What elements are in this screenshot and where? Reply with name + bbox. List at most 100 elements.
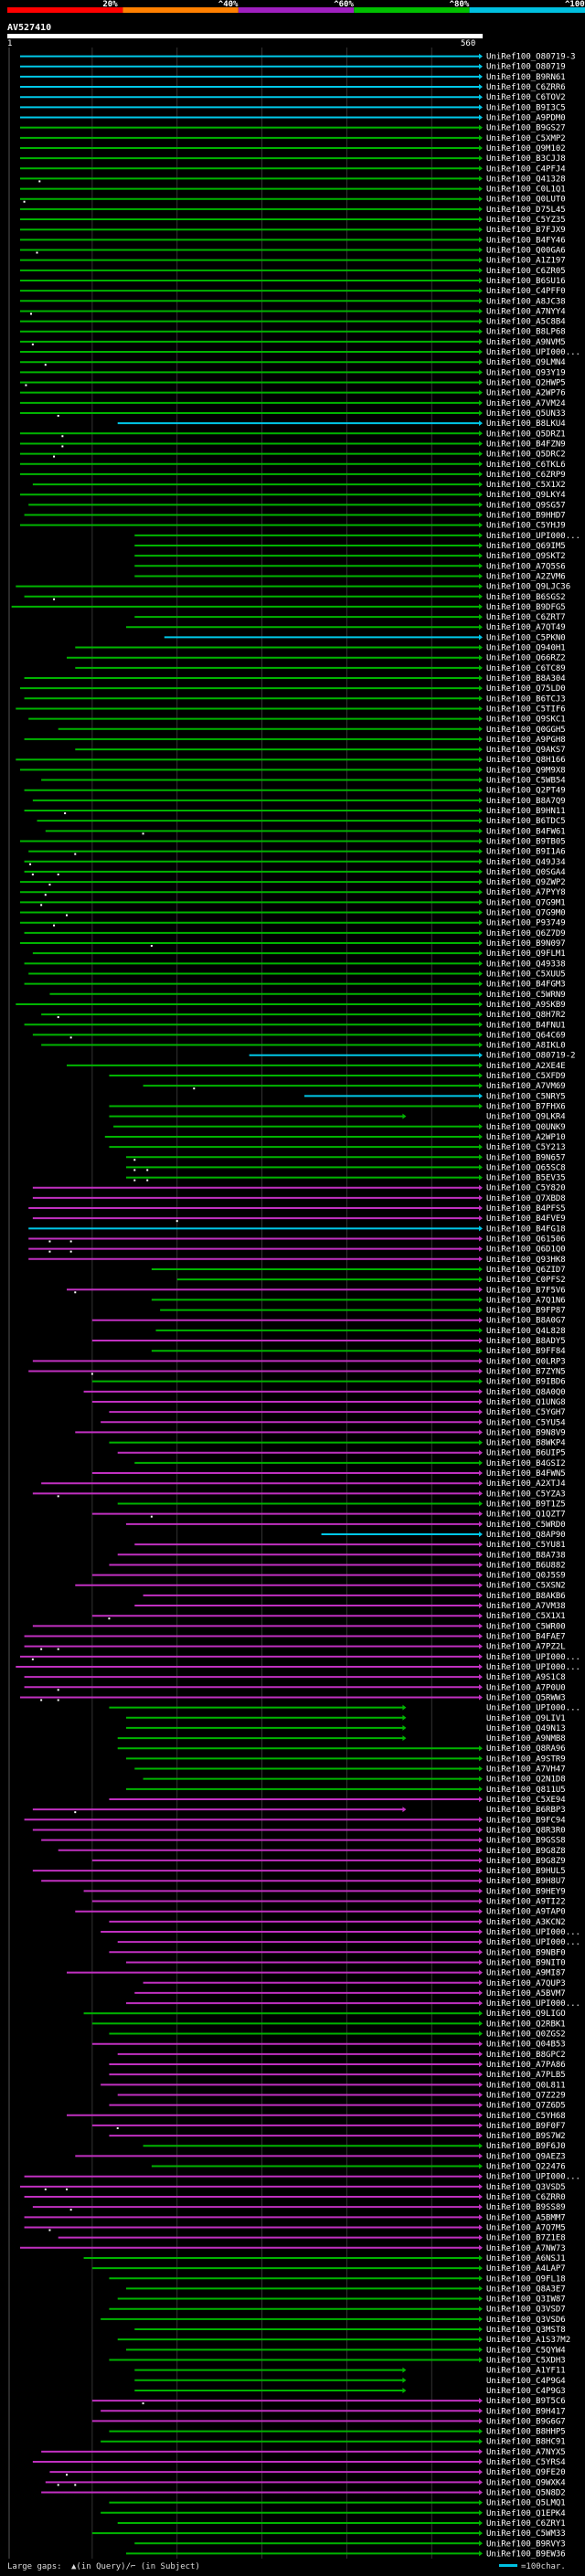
hit-row[interactable]: UniRef100_C5YZ35 <box>19 216 566 225</box>
hit-row[interactable]: UniRef100_B9NBF0 <box>109 1948 566 1957</box>
hit-row[interactable]: UniRef100_A7P0U0 <box>24 1683 566 1692</box>
hit-label[interactable]: UniRef100_Q04B53 <box>486 2041 566 2050</box>
hit-label[interactable]: UniRef100_A2WP10 <box>486 1133 566 1142</box>
hit-label[interactable]: UniRef100_A7VH47 <box>486 1765 566 1775</box>
hit-row[interactable]: UniRef100_B4FGM3 <box>24 981 566 990</box>
hit-row[interactable]: UniRef100_B8A738 <box>117 1551 566 1560</box>
hit-label[interactable]: UniRef100_C4PFF0 <box>486 287 566 296</box>
hit-row[interactable]: UniRef100_Q5UN33 <box>19 409 566 419</box>
hit-label[interactable]: UniRef100_B9SS89 <box>486 2203 566 2212</box>
hit-label[interactable]: UniRef100_B4GSI2 <box>486 1459 566 1468</box>
hit-label[interactable]: UniRef100_Q9SKC1 <box>486 716 566 725</box>
hit-row[interactable]: UniRef100_A7PA86 <box>109 2061 566 2070</box>
hit-row[interactable]: UniRef100_Q49N13 <box>126 1724 566 1733</box>
hit-row[interactable]: UniRef100_Q8A3E7 <box>126 2284 566 2294</box>
hit-row[interactable]: UniRef100_Q7Z6D5 <box>109 2102 566 2111</box>
hit-row[interactable]: UniRef100_C5XFD9 <box>109 1072 566 1081</box>
hit-label[interactable]: UniRef100_A7Q7M5 <box>486 2223 566 2232</box>
hit-label[interactable]: UniRef100_A9SKB9 <box>486 1001 566 1010</box>
hit-label[interactable]: UniRef100_Q69IM5 <box>486 542 566 551</box>
hit-row[interactable]: UniRef100_O80719-2 <box>249 1052 576 1061</box>
hit-row[interactable]: UniRef100_B4FVE9 <box>32 1214 566 1224</box>
hit-label[interactable]: UniRef100_Q0J5S9 <box>486 1572 566 1581</box>
hit-label[interactable]: UniRef100_B9F6J0 <box>486 2142 566 2151</box>
hit-label[interactable]: UniRef100_B4FAE7 <box>486 1633 566 1642</box>
hit-row[interactable]: UniRef100_Q2N1D8 <box>143 1776 566 1785</box>
hit-row[interactable]: UniRef100_Q9LKR4 <box>109 1113 566 1122</box>
hit-row[interactable]: UniRef100_A5C8B4 <box>19 318 566 327</box>
hit-row[interactable]: UniRef100_C5WB54 <box>41 777 566 786</box>
hit-label[interactable]: UniRef100_B9I1A6 <box>486 848 566 857</box>
hit-label[interactable]: UniRef100_Q3IW87 <box>486 2295 566 2305</box>
hit-row[interactable]: UniRef100_A7Q7M5 <box>24 2223 566 2232</box>
hit-row[interactable]: UniRef100_Q8RA96 <box>117 1744 566 1754</box>
hit-row[interactable]: UniRef100_UPI000... <box>16 1663 580 1672</box>
hit-row[interactable]: UniRef100_Q8H7R2 <box>41 1011 566 1020</box>
hit-label[interactable]: UniRef100_A7NYX5 <box>486 2448 566 2457</box>
hit-label[interactable]: UniRef100_Q9LMN4 <box>486 358 566 367</box>
hit-row[interactable]: UniRef100_C6TKL6 <box>19 461 566 470</box>
hit-row[interactable]: UniRef100_B9HHD7 <box>24 512 566 521</box>
hit-row[interactable]: UniRef100_B9T1Z5 <box>117 1500 566 1510</box>
hit-row[interactable]: UniRef100_B9FF84 <box>151 1347 566 1356</box>
hit-label[interactable]: UniRef100_Q8H166 <box>486 756 566 765</box>
hit-row[interactable]: UniRef100_A2ZVM6 <box>134 572 566 581</box>
hit-label[interactable]: UniRef100_Q8A3E7 <box>486 2284 566 2294</box>
hit-row[interactable]: UniRef100_Q61506 <box>28 1235 566 1244</box>
hit-row[interactable]: UniRef100_B9I1A6 <box>28 848 566 857</box>
hit-row[interactable]: UniRef100_Q0GGH5 <box>58 726 566 735</box>
hit-label[interactable]: UniRef100_Q1EPK4 <box>486 2509 566 2518</box>
hit-label[interactable]: UniRef100_B4FZN9 <box>486 440 566 449</box>
hit-label[interactable]: UniRef100_Q22476 <box>486 2163 566 2172</box>
hit-row[interactable]: UniRef100_C6ZRP9 <box>19 471 566 480</box>
hit-label[interactable]: UniRef100_Q93Y19 <box>486 368 566 377</box>
hit-row[interactable]: UniRef100_A7VM69 <box>143 1082 566 1091</box>
hit-row[interactable]: UniRef100_A9STR9 <box>126 1754 566 1764</box>
hit-label[interactable]: UniRef100_A8JC38 <box>486 297 566 306</box>
hit-row[interactable]: UniRef100_Q5LMQ1 <box>109 2499 566 2508</box>
hit-label[interactable]: UniRef100_Q9LJC36 <box>486 583 570 592</box>
hit-label[interactable]: UniRef100_Q0SGA4 <box>486 868 566 877</box>
hit-row[interactable]: UniRef100_B9GSS8 <box>41 1837 566 1846</box>
hit-row[interactable]: UniRef100_Q9SKT2 <box>134 552 566 561</box>
hit-row[interactable]: UniRef100_B7Z1E8 <box>58 2234 566 2243</box>
hit-row[interactable]: UniRef100_B9G8Z8 <box>58 1847 566 1856</box>
hit-label[interactable]: UniRef100_Q61506 <box>486 1235 566 1244</box>
hit-row[interactable]: UniRef100_Q3VSD6 <box>101 2316 566 2325</box>
hit-label[interactable]: UniRef100_C5XSN2 <box>486 1582 566 1591</box>
hit-row[interactable]: UniRef100_B7F5V6 <box>67 1286 566 1295</box>
hit-row[interactable]: UniRef100_C5YZA3 <box>32 1489 566 1499</box>
hit-label[interactable]: UniRef100_A7NW73 <box>486 2244 566 2253</box>
hit-row[interactable]: UniRef100_B4FZN9 <box>19 440 566 449</box>
hit-row[interactable]: UniRef100_B8HHP5 <box>109 2428 566 2437</box>
hit-label[interactable]: UniRef100_B8A7Q9 <box>486 797 566 806</box>
hit-label[interactable]: UniRef100_A4LAP7 <box>486 2264 566 2274</box>
hit-label[interactable]: UniRef100_C5YGH7 <box>486 1408 566 1417</box>
hit-row[interactable]: UniRef100_B9FP87 <box>160 1307 566 1316</box>
hit-label[interactable]: UniRef100_B9N657 <box>486 1153 566 1162</box>
hit-row[interactable]: UniRef100_A6NSJ1 <box>83 2254 566 2263</box>
hit-label[interactable]: UniRef100_B4FGM3 <box>486 981 566 990</box>
hit-row[interactable]: UniRef100_Q8H166 <box>16 756 566 765</box>
hit-label[interactable]: UniRef100_A5BVM7 <box>486 1989 566 1998</box>
hit-row[interactable]: UniRef100_A9SKB9 <box>16 1001 566 1010</box>
hit-row[interactable]: UniRef100_Q0LUT0 <box>19 196 566 205</box>
hit-label[interactable]: UniRef100_B8HC91 <box>486 2438 566 2447</box>
hit-row[interactable]: UniRef100_Q9ZWP2 <box>19 878 566 887</box>
hit-label[interactable]: UniRef100_Q00GA6 <box>486 247 566 256</box>
hit-row[interactable]: UniRef100_Q8AP90 <box>321 1531 566 1540</box>
hit-label[interactable]: UniRef100_B9EW36 <box>486 2549 566 2559</box>
hit-row[interactable]: UniRef100_B9G8Z9 <box>91 1857 566 1866</box>
hit-label[interactable]: UniRef100_C5QYW4 <box>486 2346 566 2355</box>
hit-row[interactable]: UniRef100_Q5RWW3 <box>19 1693 566 1702</box>
hit-label[interactable]: UniRef100_Q2RBK1 <box>486 2019 566 2029</box>
hit-label[interactable]: UniRef100_Q8AP90 <box>486 1531 566 1540</box>
hit-label[interactable]: UniRef100_D75L45 <box>486 206 566 215</box>
hit-label[interactable]: UniRef100_B6UIP5 <box>486 1449 566 1458</box>
hit-label[interactable]: UniRef100_C5WR00 <box>486 1622 566 1631</box>
hit-label[interactable]: UniRef100_O80719-2 <box>486 1052 576 1061</box>
hit-label[interactable]: UniRef100_A7Q5S6 <box>486 562 566 571</box>
hit-row[interactable]: UniRef100_Q1QZT7 <box>91 1511 566 1520</box>
hit-label[interactable]: UniRef100_B9I3C5 <box>486 103 566 112</box>
hit-row[interactable]: UniRef100_A7Q1N6 <box>151 1296 566 1305</box>
